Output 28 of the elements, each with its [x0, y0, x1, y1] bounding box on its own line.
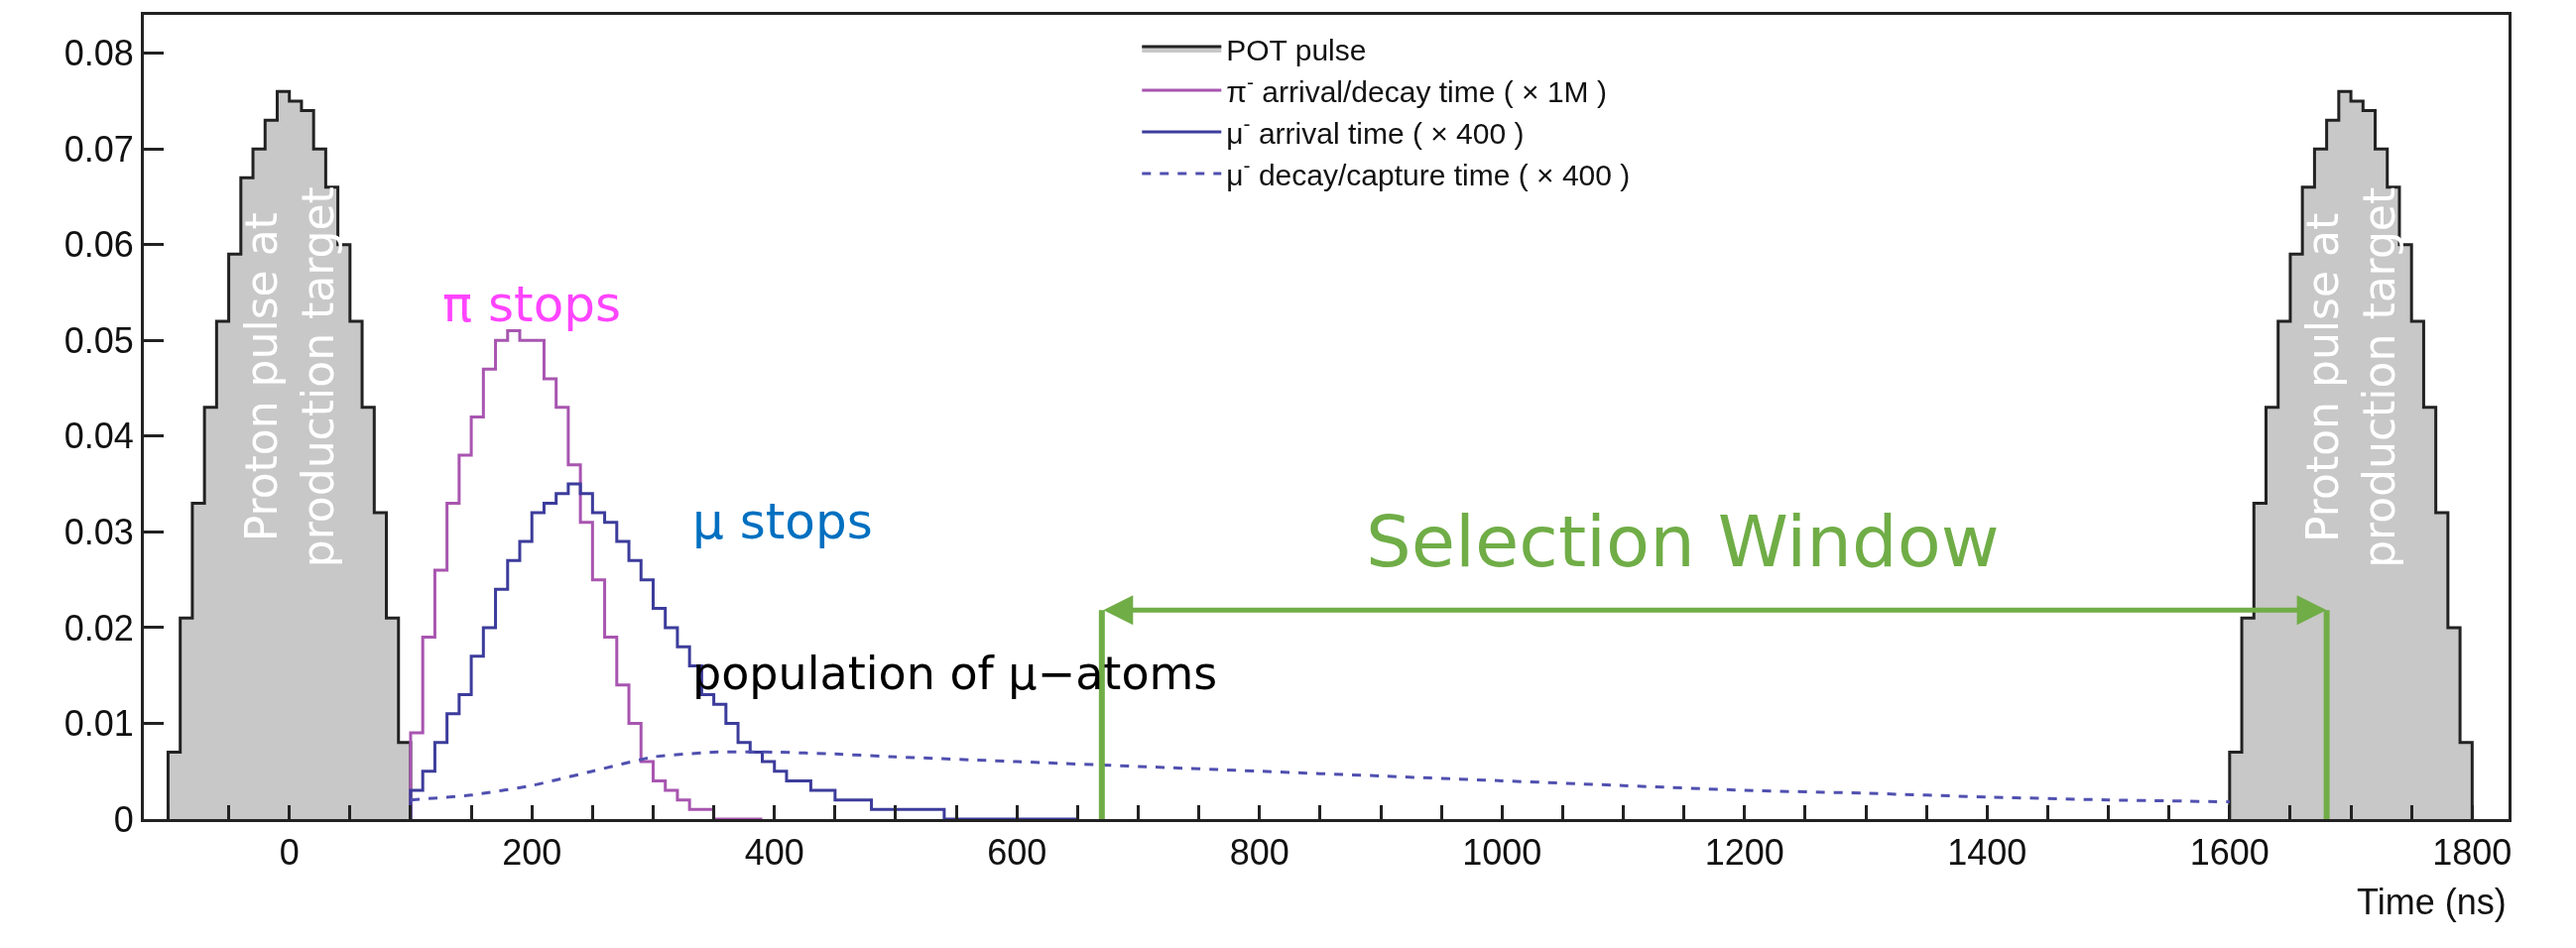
y-tick-label: 0.07 [63, 128, 134, 170]
x-tick-label: 1400 [1947, 832, 2027, 874]
y-tick-label: 0.05 [63, 319, 134, 361]
y-tick-label: 0.02 [63, 607, 134, 649]
x-axis-title: Time (ns) [2357, 882, 2507, 922]
y-tick-label: 0.04 [63, 415, 134, 457]
y-tick-label: 0.08 [63, 33, 134, 74]
legend-label: POT pulse [1226, 33, 1367, 66]
x-tick-label: 800 [1229, 832, 1289, 874]
annotation: Selection Window [1366, 500, 2000, 583]
legend-label: μ$^{-}$ decay/capture time ( × 400 ) [1226, 154, 1631, 191]
x-tick-label: 600 [987, 832, 1047, 874]
legend-label: π$^{-}$ arrival/decay time ( × 1M ) [1226, 70, 1607, 108]
annotation: π stops [442, 276, 622, 333]
x-tick-label: 1600 [2189, 832, 2269, 874]
annotation: μ stops [692, 493, 873, 550]
x-tick-label: 1200 [1704, 832, 1784, 874]
y-tick-label: 0.06 [63, 224, 134, 266]
x-tick-label: 1000 [1462, 832, 1542, 874]
line-series [409, 750, 2232, 804]
x-tick-label: 400 [744, 832, 804, 874]
y-tick-label: 0.03 [63, 511, 134, 552]
x-tick-label: 1800 [2432, 832, 2513, 874]
y-tick-label: 0.01 [63, 703, 134, 745]
x-tick-label: 200 [502, 832, 562, 874]
y-tick-label: 0 [113, 798, 134, 840]
legend-label: μ$^{-}$ arrival time ( × 400 ) [1226, 112, 1525, 150]
x-tick-label: 0 [279, 832, 300, 874]
